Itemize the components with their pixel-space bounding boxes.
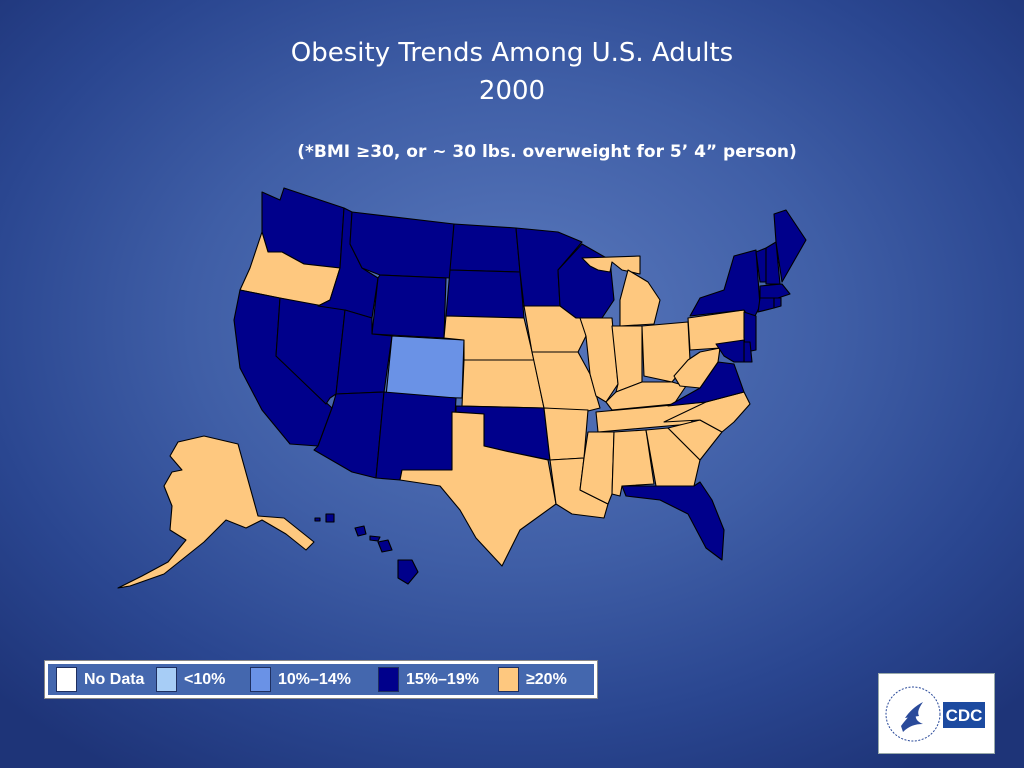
state-GA — [645, 427, 701, 487]
state-HI — [397, 559, 419, 585]
legend-swatch-10-14 — [250, 667, 271, 692]
state-MA — [759, 283, 791, 299]
state-WY — [371, 274, 447, 339]
legend-item-ge20: ≥20% — [498, 664, 567, 695]
hhs-seal-icon — [885, 686, 941, 742]
state-NM — [375, 391, 457, 481]
state-NY — [689, 249, 761, 323]
state-HI-kauai — [325, 513, 335, 523]
legend-label-lt10: <10% — [184, 670, 226, 688]
state-ME — [773, 209, 807, 283]
legend-label-no-data: No Data — [84, 670, 145, 688]
state-HI-niihau — [314, 517, 321, 522]
hhs-cdc-logo-graphic: CDC — [885, 686, 985, 742]
legend-swatch-ge20 — [498, 667, 519, 692]
legend-item-10-14: 10%–14% — [250, 664, 351, 695]
state-FL — [621, 481, 725, 561]
subtitle: (*BMI ≥30, or ~ 30 lbs. overweight for 5… — [297, 142, 797, 162]
cdc-badge — [943, 702, 985, 728]
state-AK — [117, 435, 315, 589]
legend-item-no-data: No Data — [56, 664, 144, 695]
eagle-profile-icon — [901, 706, 923, 732]
legend-item-15-19: 15%–19% — [378, 664, 479, 695]
state-WV — [673, 347, 721, 389]
state-DE — [743, 341, 753, 363]
state-HI-maui — [377, 539, 393, 553]
state-RI — [773, 297, 782, 309]
legend-swatch-no-data — [56, 667, 77, 692]
legend-swatch-lt10 — [156, 667, 177, 692]
legend-item-lt10: <10% — [156, 664, 225, 695]
title-line-1: Obesity Trends Among U.S. Adults — [290, 38, 734, 68]
chart-title: Obesity Trends Among U.S. Adults 2000 — [0, 34, 1024, 110]
state-MI — [581, 255, 641, 275]
cdc-logo: CDC — [878, 673, 995, 754]
state-CT — [757, 297, 775, 313]
legend-swatch-15-19 — [378, 667, 399, 692]
state-TX — [399, 411, 557, 567]
legend-label-15-19: 15%–19% — [406, 670, 479, 688]
state-CO — [385, 335, 465, 399]
state-HI-oahu — [354, 525, 367, 537]
legend: No Data <10% 10%–14% 15%–19% ≥20% — [44, 660, 598, 699]
state-ND — [449, 223, 521, 273]
state-KS — [461, 359, 545, 409]
state-SD — [445, 269, 525, 319]
legend-body: No Data <10% 10%–14% 15%–19% ≥20% — [48, 664, 594, 695]
state-MD — [715, 339, 745, 363]
title-line-2: 2000 — [478, 76, 546, 106]
state-HI-molokai — [369, 535, 381, 542]
state-MT — [349, 211, 455, 279]
legend-label-10-14: 10%–14% — [278, 670, 351, 688]
state-AR — [543, 407, 589, 461]
legend-label-ge20: ≥20% — [526, 670, 567, 688]
state-MI-lower — [619, 269, 661, 327]
eagle-profile-icon-wing — [905, 702, 923, 718]
cdc-logo-text: CDC — [946, 706, 983, 725]
